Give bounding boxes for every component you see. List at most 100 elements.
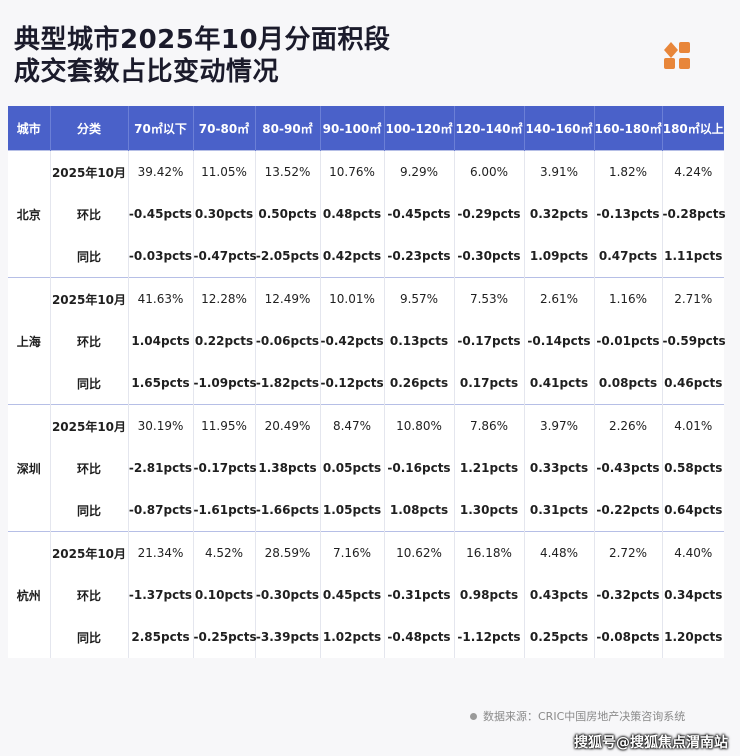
- table-row: 同比 -0.03pcts -0.47pcts -2.05pcts 0.42pcts -0.…: [8, 235, 724, 278]
- value-cell: -0.14pcts: [524, 320, 595, 362]
- value-cell: 7.86%: [454, 404, 525, 447]
- value-cell: -2.05pcts: [255, 235, 321, 278]
- value-cell: -0.06pcts: [255, 320, 321, 362]
- category-cell: 2025年10月: [50, 277, 129, 320]
- table-row: 北京 2025年10月 39.42% 11.05% 13.52% 10.76% 9.29% 6…: [8, 150, 724, 278]
- column-header: 140-160㎡: [524, 106, 595, 151]
- column-header: 120-140㎡: [454, 106, 525, 151]
- value-cell: -0.13pcts: [594, 193, 663, 235]
- value-cell: 1.16%: [594, 277, 663, 320]
- value-cell: 13.52%: [255, 150, 321, 193]
- value-cell: 4.24%: [662, 150, 724, 193]
- value-cell: 9.57%: [384, 277, 455, 320]
- value-cell: -0.01pcts: [594, 320, 663, 362]
- city-name-cell: 北京: [8, 150, 51, 278]
- value-cell: 4.01%: [662, 404, 724, 447]
- value-cell: -0.17pcts: [454, 320, 525, 362]
- value-cell: 4.48%: [524, 531, 595, 574]
- value-cell: 10.62%: [384, 531, 455, 574]
- value-cell: -0.45pcts: [128, 193, 194, 235]
- value-cell: 11.05%: [193, 150, 256, 193]
- table-row: 环比 -2.81pcts -0.17pcts 1.38pcts 0.05pcts -0.1…: [8, 447, 724, 489]
- value-cell: 6.00%: [454, 150, 525, 193]
- value-cell: -1.37pcts: [128, 574, 194, 616]
- value-cell: 39.42%: [128, 150, 194, 193]
- title-line-2: 成交套数占比变动情况: [14, 57, 280, 87]
- sohu-watermark: 搜狐号@搜狐焦点渭南站: [574, 735, 728, 751]
- value-cell: -0.23pcts: [384, 235, 455, 278]
- category-cell: 环比: [50, 193, 129, 235]
- value-cell: 2.85pcts: [128, 616, 194, 658]
- data-source-note: 数据来源：CRIC中国房地产决策咨询系统: [470, 708, 685, 724]
- column-header: 100-120㎡: [384, 106, 455, 151]
- column-header: 70㎡以下: [128, 106, 194, 151]
- value-cell: 10.80%: [384, 404, 455, 447]
- value-cell: 1.11pcts: [664, 249, 723, 263]
- category-cell: 2025年10月: [50, 531, 129, 574]
- value-cell: 0.34pcts: [664, 588, 723, 602]
- value-cell: 0.48pcts: [320, 193, 385, 235]
- value-cell: 4.52%: [193, 531, 256, 574]
- area-ratio-table: 城市 分类 70㎡以下 70-80㎡ 80-90㎡ 90-100㎡ 100-120㎡ 120-…: [8, 106, 726, 658]
- table-row: 环比 -0.45pcts 0.30pcts 0.50pcts 0.48pcts -0.45…: [8, 193, 726, 235]
- value-cell: 0.30pcts: [193, 193, 256, 235]
- value-cell: 0.26pcts: [384, 362, 455, 405]
- value-cell: -0.59pcts: [662, 334, 726, 348]
- value-cell: -2.81pcts: [128, 447, 194, 489]
- category-cell: 同比: [50, 489, 129, 532]
- category-cell: 环比: [50, 447, 129, 489]
- table-row: 环比 -1.37pcts 0.10pcts -0.30pcts 0.45pcts -0.3…: [8, 574, 724, 616]
- category-cell: 2025年10月: [50, 150, 129, 193]
- value-cell: 0.50pcts: [255, 193, 321, 235]
- data-source-text: 数据来源：CRIC中国房地产决策咨询系统: [483, 710, 686, 723]
- table-row: 同比 1.65pcts -1.09pcts -1.82pcts -0.12pcts 0.2…: [8, 362, 724, 405]
- table-row: 深圳 2025年10月 30.19% 11.95% 20.49% 8.47% 10.80% 7…: [8, 404, 724, 532]
- value-cell: 1.20pcts: [664, 630, 723, 644]
- value-cell: 0.22pcts: [193, 320, 256, 362]
- value-cell: 7.16%: [320, 531, 385, 574]
- value-cell: -0.12pcts: [320, 362, 385, 405]
- value-cell: -0.28pcts: [662, 207, 726, 221]
- city-name-cell: 深圳: [8, 404, 51, 532]
- category-cell: 同比: [50, 235, 129, 278]
- value-cell: 7.53%: [454, 277, 525, 320]
- value-cell: 8.47%: [320, 404, 385, 447]
- value-cell: 1.82%: [594, 150, 663, 193]
- table-row: 同比 2.85pcts -0.25pcts -3.39pcts 1.02pcts -0.4…: [8, 616, 724, 658]
- value-cell: 1.30pcts: [454, 489, 525, 532]
- table-row: 上海 2025年10月 41.63% 12.28% 12.49% 10.01% 9.57% 7…: [8, 277, 724, 405]
- value-cell: 0.31pcts: [524, 489, 595, 532]
- value-cell: 0.58pcts: [664, 461, 723, 475]
- value-cell: 0.32pcts: [524, 193, 595, 235]
- value-cell: -1.66pcts: [255, 489, 321, 532]
- column-header: 160-180㎡: [594, 106, 663, 151]
- value-cell: 3.91%: [524, 150, 595, 193]
- value-cell: 1.05pcts: [320, 489, 385, 532]
- value-cell: 2.71%: [662, 277, 724, 320]
- value-cell: 0.41pcts: [524, 362, 595, 405]
- column-header: 城市: [8, 106, 51, 151]
- value-cell: 41.63%: [128, 277, 194, 320]
- value-cell: -1.12pcts: [454, 616, 525, 658]
- value-cell: -1.61pcts: [193, 489, 257, 532]
- value-cell: -3.39pcts: [255, 616, 321, 658]
- value-cell: 0.13pcts: [384, 320, 455, 362]
- value-cell: -0.30pcts: [255, 574, 321, 616]
- value-cell: 0.64pcts: [664, 503, 723, 517]
- category-cell: 同比: [50, 616, 129, 658]
- value-cell: 0.47pcts: [594, 235, 663, 278]
- value-cell: 4.40%: [662, 531, 724, 574]
- value-cell: 1.09pcts: [524, 235, 595, 278]
- value-cell: 10.01%: [320, 277, 385, 320]
- value-cell: -0.48pcts: [384, 616, 455, 658]
- value-cell: -0.30pcts: [454, 235, 525, 278]
- value-cell: -0.43pcts: [594, 447, 663, 489]
- value-cell: -0.03pcts: [128, 235, 194, 278]
- value-cell: -0.31pcts: [384, 574, 455, 616]
- city-name-cell: 杭州: [8, 531, 51, 658]
- city-name-cell: 上海: [8, 277, 51, 405]
- value-cell: 2.72%: [594, 531, 663, 574]
- table-header-row: 城市 分类 70㎡以下 70-80㎡ 80-90㎡ 90-100㎡ 100-120㎡ 120-…: [8, 106, 724, 151]
- title-line-1: 典型城市2025年10月分面积段: [14, 25, 391, 55]
- value-cell: -0.17pcts: [193, 447, 257, 489]
